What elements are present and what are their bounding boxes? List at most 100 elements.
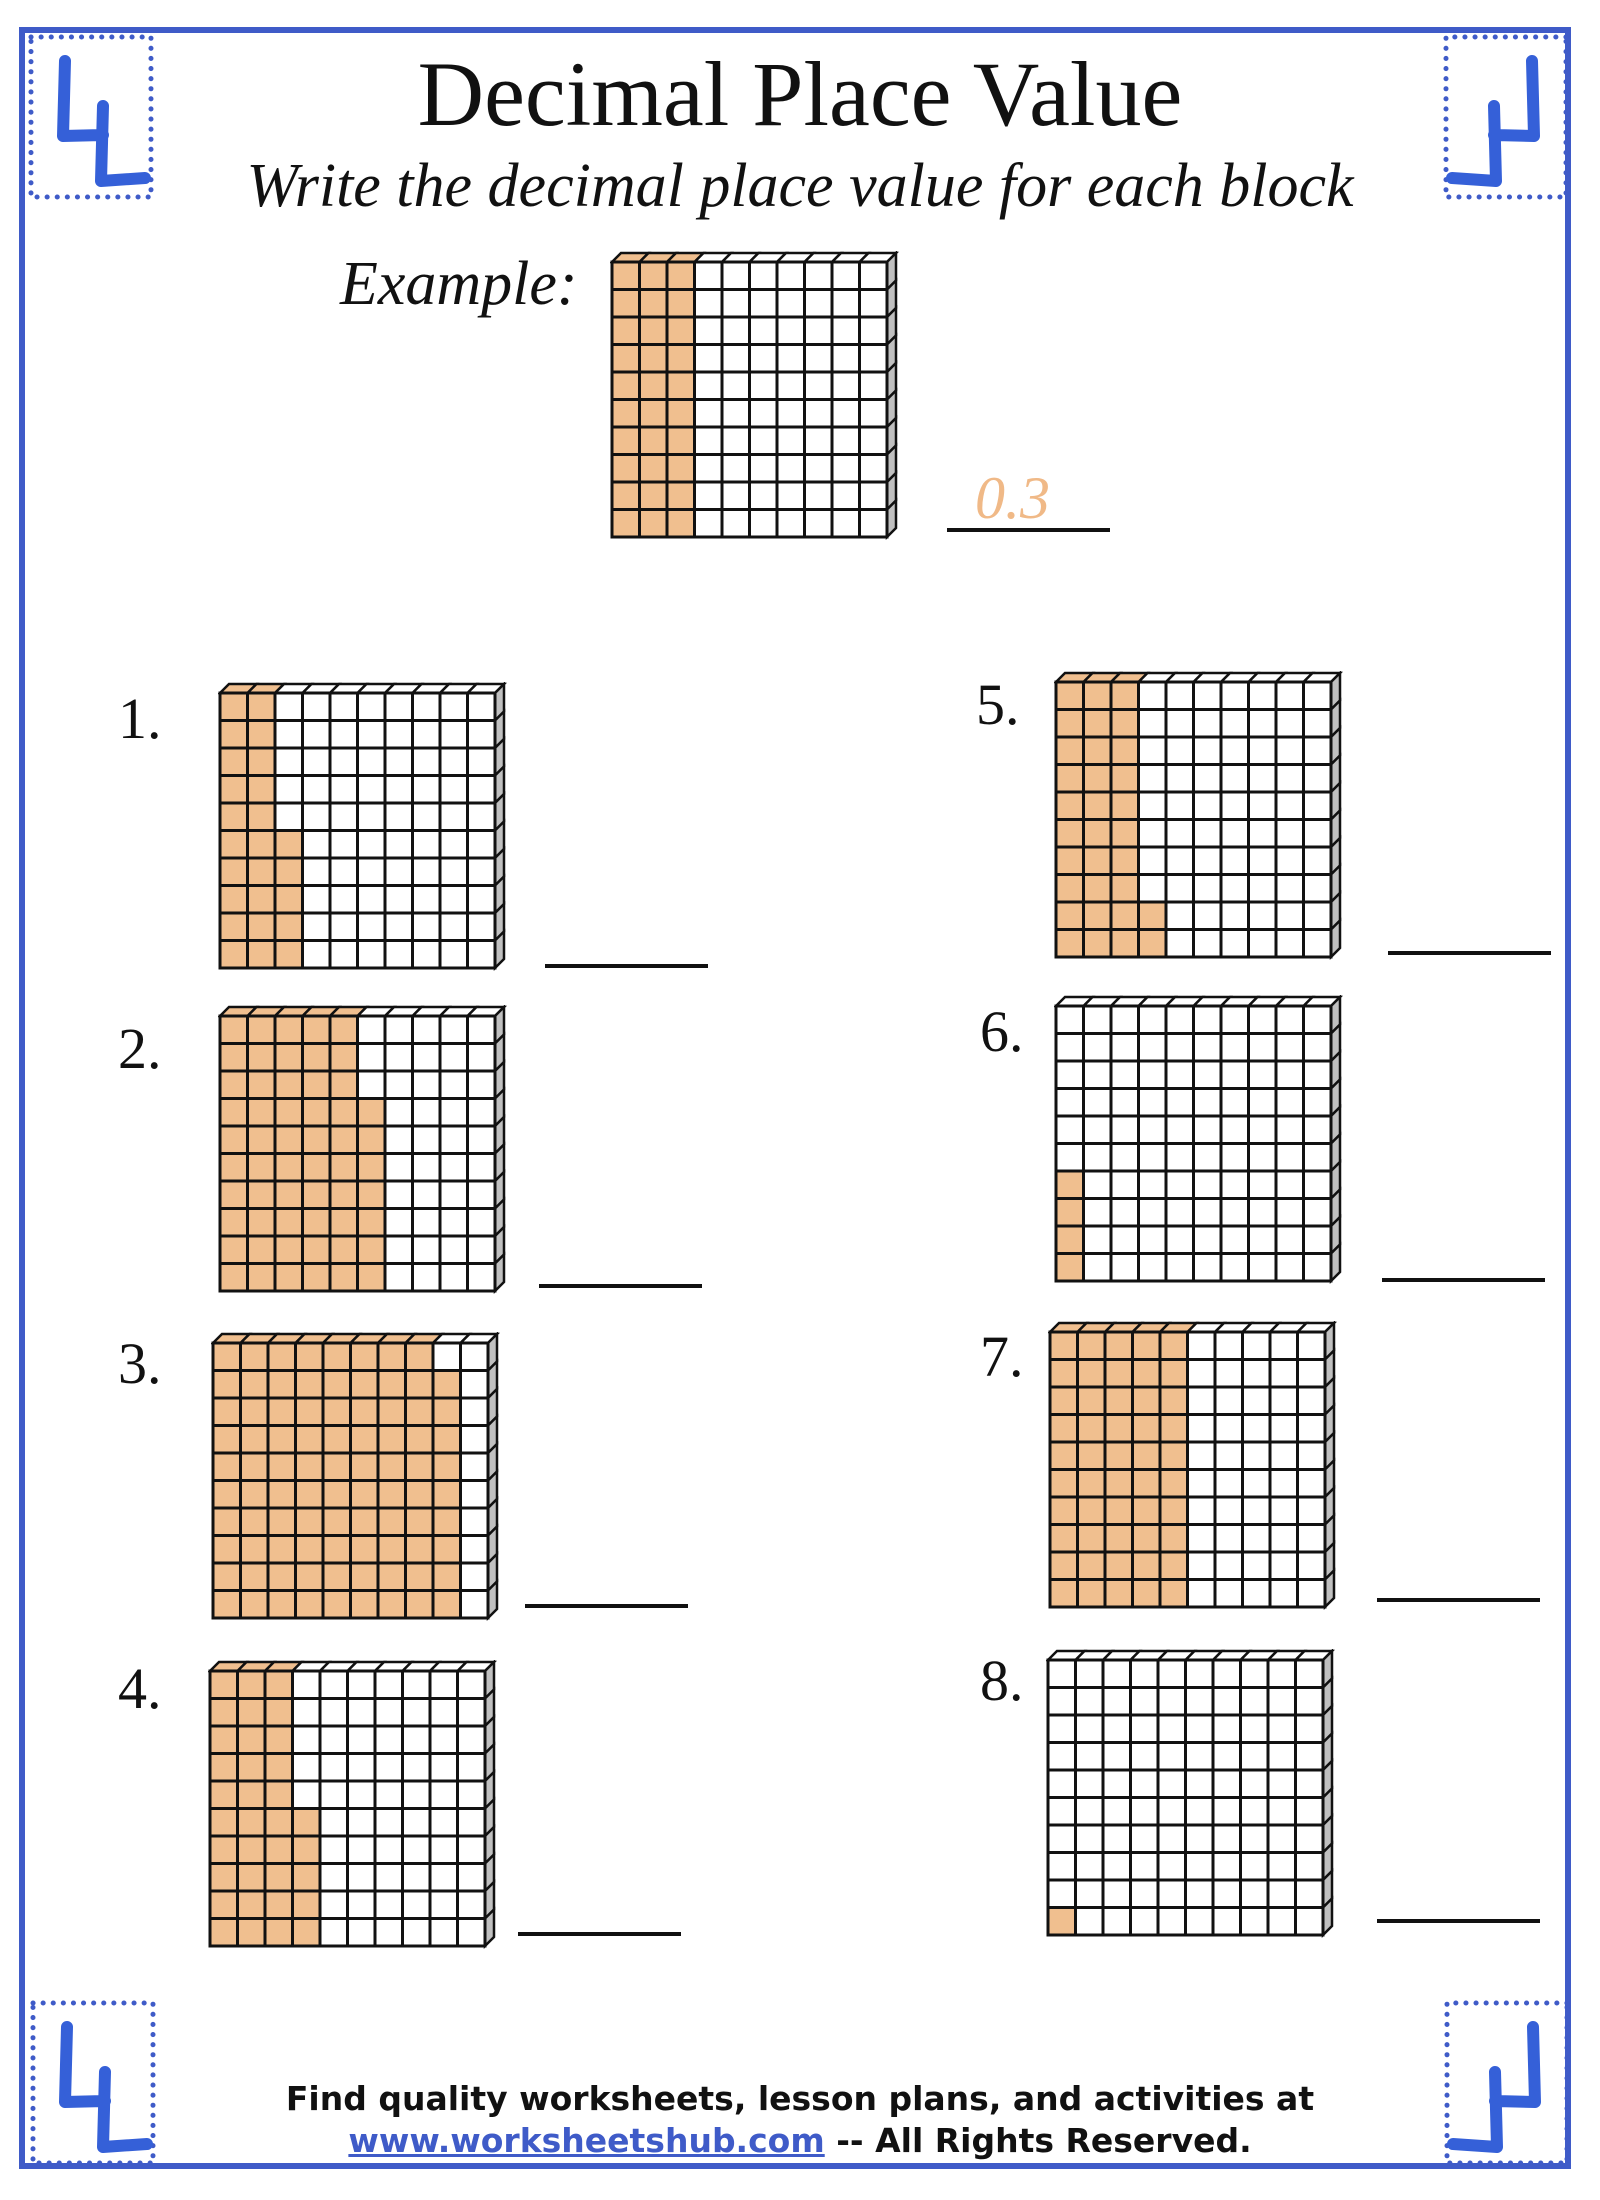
grid-cell — [1074, 1851, 1105, 1882]
grid-cell — [383, 1262, 414, 1293]
grid-cell — [1192, 1142, 1223, 1173]
grid-cell-shaded — [301, 1152, 332, 1183]
grid-cell — [1156, 1851, 1187, 1882]
grid-cell — [1247, 873, 1278, 904]
grid-cell — [459, 1506, 490, 1537]
grid-cell-shaded — [291, 1862, 322, 1893]
grid-cell-shaded — [1103, 1385, 1134, 1416]
grid-cell — [1156, 1796, 1187, 1827]
grid-cell — [456, 1697, 487, 1728]
grid-cell — [858, 480, 889, 511]
grid-cell — [466, 939, 497, 970]
grid-cell — [1211, 1906, 1242, 1937]
grid-cell — [1186, 1468, 1217, 1499]
grid-cell — [438, 939, 469, 970]
grid-cell — [1268, 1385, 1299, 1416]
grid-cell — [1247, 790, 1278, 821]
grid-cell-shaded — [211, 1534, 242, 1565]
grid-cell — [720, 425, 751, 456]
grid-cell-shaded — [376, 1561, 407, 1592]
example-answer: 0.3 — [975, 465, 1050, 531]
grid-cell-shaded — [376, 1424, 407, 1455]
grid-cell-shaded — [211, 1561, 242, 1592]
grid-cell — [438, 1262, 469, 1293]
grid-cell — [830, 508, 861, 539]
grid-cell — [720, 480, 751, 511]
grid-cell — [356, 884, 387, 915]
grid-cell-shaded — [321, 1341, 352, 1372]
grid-cell — [748, 315, 779, 346]
grid-cell — [1239, 1713, 1270, 1744]
grid-cell — [356, 1014, 387, 1045]
grid-cell-shaded — [208, 1807, 239, 1838]
answer-line[interactable] — [1388, 951, 1551, 955]
answer-line[interactable] — [1377, 1598, 1540, 1602]
grid-cell — [459, 1424, 490, 1455]
grid-cell — [1239, 1741, 1270, 1772]
grid-cell — [1129, 1686, 1160, 1717]
grid-cell-shaded — [1048, 1468, 1079, 1499]
grid-cell-shaded — [404, 1561, 435, 1592]
grid-cell — [1219, 873, 1250, 904]
grid-cell — [1296, 1330, 1327, 1361]
grid-cell — [1082, 1142, 1113, 1173]
grid-cell — [1247, 845, 1278, 876]
grid-cell — [1137, 1032, 1168, 1063]
grid-cell — [456, 1862, 487, 1893]
grid-cell — [466, 691, 497, 722]
grid-cell — [1294, 1741, 1325, 1772]
grid-cell — [411, 1179, 442, 1210]
grid-cell — [1247, 708, 1278, 739]
grid-cell — [748, 288, 779, 319]
answer-line[interactable] — [518, 1932, 681, 1936]
grid-cell-shaded — [376, 1534, 407, 1565]
website-link[interactable]: www.worksheetshub.com — [348, 2121, 825, 2160]
grid-cell — [1109, 1114, 1140, 1145]
answer-line[interactable] — [1377, 1919, 1540, 1923]
answer-line[interactable] — [525, 1604, 688, 1608]
grid-cell — [1101, 1768, 1132, 1799]
grid-cell — [1192, 873, 1223, 904]
grid-cell-shaded — [665, 425, 696, 456]
problem-number: 2. — [118, 1016, 162, 1081]
grid-cell — [830, 260, 861, 291]
grid-cell — [1101, 1741, 1132, 1772]
grid-cell — [438, 856, 469, 887]
grid-cell-shaded — [218, 1097, 249, 1128]
answer-line[interactable] — [1382, 1278, 1545, 1282]
grid-cell — [858, 315, 889, 346]
corner-decoration-top-left — [28, 34, 154, 200]
grid-cell — [1219, 1032, 1250, 1063]
grid-cell-shaded — [1131, 1468, 1162, 1499]
grid-cell — [830, 343, 861, 374]
grid-cell — [1186, 1550, 1217, 1581]
grid-cell-shaded — [376, 1589, 407, 1620]
grid-cell — [318, 1807, 349, 1838]
grid-cell — [830, 453, 861, 484]
grid-cell-shaded — [239, 1506, 270, 1537]
grid-cell-shaded — [349, 1479, 380, 1510]
grid-cell — [1054, 1004, 1085, 1035]
grid-cell — [693, 480, 724, 511]
grid-cell-shaded — [431, 1534, 462, 1565]
grid-cell — [318, 1862, 349, 1893]
grid-cell — [466, 1179, 497, 1210]
grid-cell-shaded — [328, 1097, 359, 1128]
grid-cell-shaded — [1054, 735, 1085, 766]
grid-cell — [356, 911, 387, 942]
grid-cell-shaded — [246, 1014, 277, 1045]
grid-cell-shaded — [211, 1424, 242, 1455]
grid-cell — [438, 911, 469, 942]
grid-cell — [1164, 845, 1195, 876]
grid-cell — [411, 1014, 442, 1045]
grid-cell — [1192, 1004, 1223, 1035]
grid-cell — [1213, 1330, 1244, 1361]
grid-cell — [1219, 845, 1250, 876]
grid-cell-shaded — [273, 856, 304, 887]
answer-line[interactable] — [545, 964, 708, 968]
grid-cell — [1137, 1197, 1168, 1228]
grid-cell-shaded — [356, 1234, 387, 1265]
grid-cell-shaded — [1131, 1578, 1162, 1609]
answer-line[interactable] — [539, 1284, 702, 1288]
grid-cell — [775, 425, 806, 456]
